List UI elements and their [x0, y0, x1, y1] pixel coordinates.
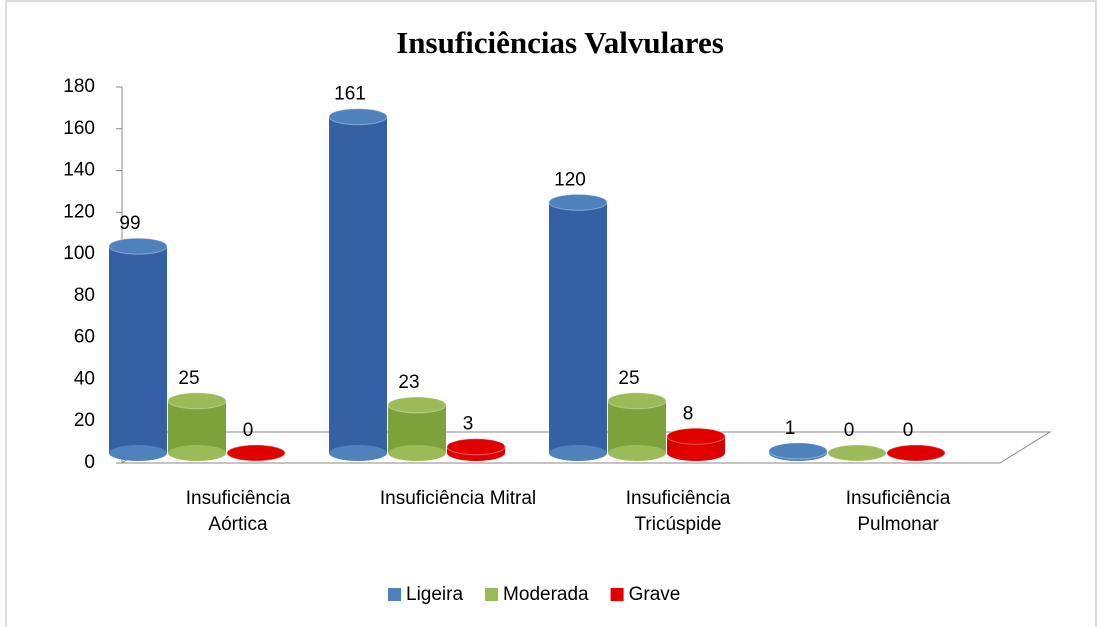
bar [768, 442, 828, 461]
bar [886, 444, 946, 462]
data-label: 120 [554, 169, 586, 190]
bar [548, 193, 608, 461]
data-label: 3 [463, 414, 474, 435]
bar-shade [608, 400, 666, 453]
bar-top [886, 444, 946, 462]
bar-shade [549, 202, 607, 453]
bar [827, 444, 887, 462]
bar-bottom [168, 445, 226, 461]
bar-bottom [329, 445, 387, 461]
bar-top [666, 427, 726, 445]
bar [607, 392, 667, 461]
bar [446, 438, 506, 461]
y-tick-label: 20 [74, 410, 95, 431]
bar-bottom [608, 445, 666, 461]
chart-title: Insuficiências Valvulares [396, 25, 724, 60]
bar-shade [109, 246, 167, 453]
data-label: 161 [334, 84, 366, 105]
y-tick-label: 80 [74, 285, 95, 306]
bar-top [387, 396, 447, 414]
bar-shade [329, 116, 387, 453]
bar-bottom [549, 445, 607, 461]
bar-top [167, 392, 227, 410]
data-label: 1 [785, 418, 796, 439]
bar-top [328, 108, 388, 126]
bar-top [768, 442, 828, 460]
data-label: 25 [178, 368, 199, 389]
y-tick-label: 140 [63, 160, 95, 181]
data-label: 0 [903, 420, 914, 441]
bar [387, 396, 447, 461]
bar [328, 108, 388, 461]
legend-label: Ligeira [406, 584, 463, 605]
bar [666, 427, 726, 461]
y-tick-label: 100 [63, 243, 95, 264]
bar-top [827, 444, 887, 462]
y-tick-label: 160 [63, 118, 95, 139]
data-label: 25 [618, 368, 639, 389]
bar-shade [388, 404, 446, 453]
chart-border [5, 0, 1097, 627]
bar [226, 444, 286, 462]
legend-swatch [485, 588, 499, 601]
data-label: 8 [683, 403, 694, 424]
y-tick-label: 0 [84, 452, 95, 473]
bar [167, 392, 227, 461]
legend-label: Grave [629, 584, 681, 605]
legend-swatch [610, 588, 624, 601]
bar-top [226, 444, 286, 462]
data-label: 99 [119, 213, 140, 234]
bar-top [548, 193, 608, 211]
legend-swatch [388, 588, 401, 601]
data-label: 0 [844, 420, 855, 441]
bar [108, 237, 168, 461]
x-tick-label: Insuficiência Mitral [379, 488, 537, 509]
data-label: 0 [243, 420, 254, 441]
x-tick-label: Insuficiência Aórtica [185, 488, 291, 535]
bar-bottom [667, 445, 725, 461]
bar-top [108, 237, 168, 255]
y-tick-label: 120 [63, 201, 95, 222]
bar-bottom [388, 445, 446, 461]
x-tick-label: Insuficiência Tricúspide [625, 488, 731, 535]
bar-top [446, 438, 506, 456]
y-tick-label: 60 [74, 327, 95, 348]
y-tick-label: 40 [74, 368, 95, 389]
data-label: 23 [398, 372, 419, 393]
bar-top [607, 392, 667, 410]
bar-shade [168, 400, 226, 453]
legend-label: Moderada [503, 584, 589, 605]
x-tick-label: Insuficiência Pulmonar [845, 488, 951, 535]
y-tick-label: 180 [63, 76, 95, 97]
bar-bottom [109, 445, 167, 461]
